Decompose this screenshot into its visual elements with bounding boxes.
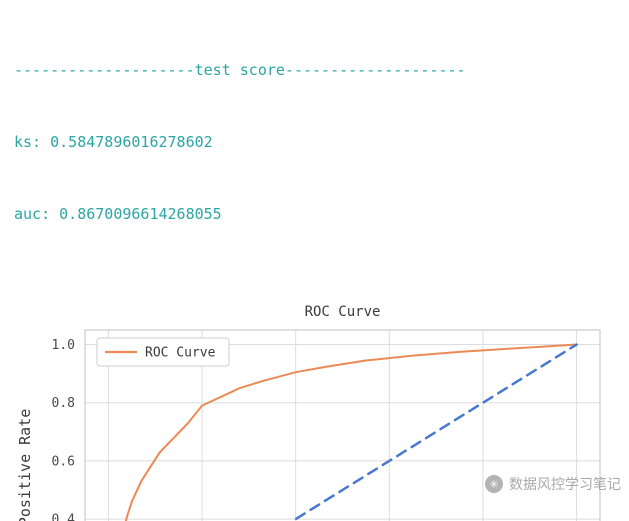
series-roc-curve [124, 343, 578, 521]
ks-line: ks: 0.5847896016278602 [14, 130, 629, 154]
y-axis-label: True Positive Rate [16, 409, 34, 521]
roc-curve-figure: 0.00.20.40.60.81.00.00.20.40.60.81.0ROC … [16, 304, 601, 521]
test-score-separator: --------------------test score----------… [14, 61, 466, 79]
console-output: --------------------test score----------… [14, 61, 629, 226]
watermark-logo-icon: ✳ [485, 475, 503, 493]
auc-line: auc: 0.8670096614268055 [14, 202, 629, 226]
chart-title: ROC Curve [305, 304, 381, 320]
legend-box [96, 337, 230, 367]
series-chance-diagonal [290, 343, 578, 521]
watermark-text: 数据风控学习笔记 [509, 477, 621, 493]
legend-label: ROC Curve [145, 346, 216, 361]
auc-value: 0.8670096614268055 [59, 205, 222, 223]
ks-value: 0.5847896016278602 [50, 133, 213, 151]
ks-label: ks: [14, 133, 51, 151]
y-tick-label: 0.8 [52, 396, 75, 411]
legend: ROC Curve [96, 337, 230, 367]
y-tick-label: 0.4 [52, 513, 76, 521]
plot-border [84, 329, 601, 521]
y-tick-label: 1.0 [52, 338, 75, 353]
y-tick-label: 0.6 [52, 454, 75, 469]
auc-label: auc: [14, 205, 60, 223]
watermark: ✳ 数据风控学习笔记 [485, 474, 621, 494]
